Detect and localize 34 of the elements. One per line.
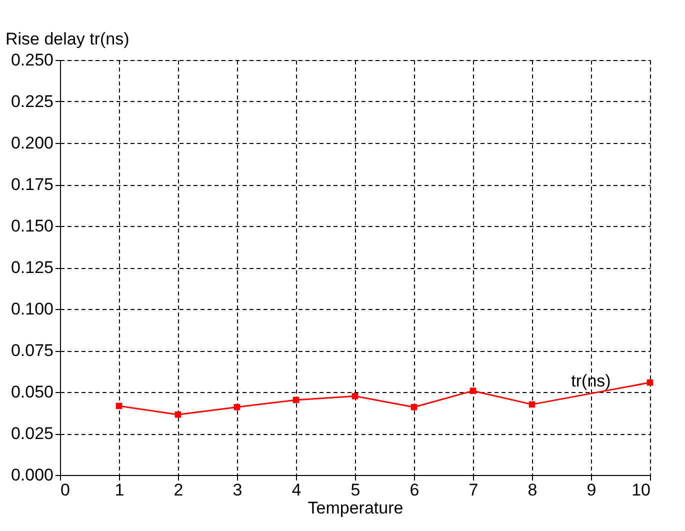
y-tick-label: 0.200 — [10, 134, 54, 152]
x-tick-label: 2 — [174, 480, 184, 500]
y-axis-title: Rise delay tr(ns) — [6, 30, 130, 48]
point — [116, 402, 122, 410]
x-tick-label: 10 — [632, 480, 650, 500]
y-tick-label: 0.050 — [10, 382, 54, 402]
x-axis-title: Temperature — [308, 498, 404, 518]
point — [646, 379, 654, 386]
y-tick-label: 0.175 — [10, 175, 54, 194]
x-tick-label: 0 — [60, 480, 70, 500]
y-tick-label: 0.150 — [10, 216, 54, 236]
point — [470, 388, 476, 394]
series-label: tr(ns) — [571, 371, 611, 390]
x-tick-label: 1 — [114, 480, 124, 500]
y-tick-label: 0.100 — [10, 300, 54, 318]
point — [528, 401, 536, 408]
y-tick-label: 0.125 — [10, 258, 54, 277]
point — [234, 404, 240, 410]
point — [352, 392, 358, 400]
y-tick-label: 0.225 — [10, 92, 54, 111]
y-tick-label: 0.250 — [10, 50, 54, 70]
x-tick-label: 6 — [410, 480, 420, 500]
x-tick-label: 3 — [232, 480, 242, 500]
y-tick-label: 0.000 — [10, 466, 54, 484]
x-tick-label: 8 — [528, 480, 538, 500]
point — [292, 396, 300, 404]
x-tick-label: 7 — [468, 480, 478, 500]
y-tick-label: 0.025 — [10, 424, 54, 443]
point — [410, 404, 418, 410]
y-tick-label: 0.075 — [10, 341, 54, 360]
point — [174, 411, 182, 418]
x-tick-label: 9 — [586, 480, 596, 500]
x-tick-label: 4 — [292, 480, 302, 500]
x-tick-label: 5 — [350, 480, 360, 500]
